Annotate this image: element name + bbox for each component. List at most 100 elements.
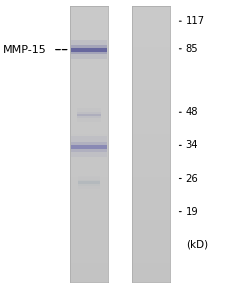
Bar xyxy=(70,141,108,142)
Bar xyxy=(132,173,170,174)
Bar xyxy=(70,47,108,49)
Bar xyxy=(132,29,170,31)
Bar xyxy=(70,245,108,246)
Bar xyxy=(70,270,108,271)
Bar xyxy=(70,217,108,218)
Bar xyxy=(132,75,170,76)
Bar xyxy=(70,185,108,187)
Bar xyxy=(70,208,108,209)
Bar xyxy=(70,24,108,25)
Bar xyxy=(70,227,108,228)
Bar xyxy=(70,9,108,10)
Bar xyxy=(70,52,108,53)
Bar xyxy=(70,248,108,249)
Bar xyxy=(70,172,108,173)
Bar xyxy=(70,159,108,160)
Bar xyxy=(132,25,170,27)
Bar xyxy=(132,129,170,130)
Bar xyxy=(132,279,170,280)
Bar xyxy=(70,142,108,144)
Text: 19: 19 xyxy=(186,207,199,217)
Bar xyxy=(70,253,108,254)
Bar xyxy=(132,46,170,47)
Bar xyxy=(132,136,170,137)
Bar xyxy=(70,128,108,129)
Bar xyxy=(70,256,108,257)
FancyBboxPatch shape xyxy=(71,45,107,54)
Bar xyxy=(132,10,170,11)
Bar xyxy=(132,71,170,72)
Bar xyxy=(132,160,170,162)
Bar xyxy=(132,107,170,108)
Bar xyxy=(70,93,108,94)
Bar xyxy=(70,129,108,130)
Bar xyxy=(132,241,170,242)
Bar xyxy=(70,119,108,121)
Bar xyxy=(132,93,170,94)
Bar xyxy=(132,223,170,224)
Bar xyxy=(132,60,170,61)
Bar xyxy=(132,100,170,101)
Bar xyxy=(70,148,108,149)
Bar xyxy=(70,156,108,158)
Bar xyxy=(70,111,108,112)
Bar xyxy=(132,57,170,58)
Bar xyxy=(132,156,170,158)
Bar xyxy=(70,75,108,76)
Bar xyxy=(70,123,108,125)
Bar xyxy=(70,79,108,80)
Bar xyxy=(132,21,170,22)
Bar xyxy=(70,231,108,232)
Bar xyxy=(70,89,108,90)
Bar xyxy=(132,70,170,71)
Bar xyxy=(70,17,108,18)
FancyBboxPatch shape xyxy=(77,114,102,116)
Bar xyxy=(70,31,108,32)
Bar xyxy=(132,183,170,184)
Bar xyxy=(70,169,108,170)
Bar xyxy=(132,130,170,132)
Bar xyxy=(132,231,170,232)
Bar xyxy=(132,202,170,203)
Bar xyxy=(70,61,108,63)
Bar xyxy=(132,187,170,188)
Bar xyxy=(70,166,108,167)
Bar xyxy=(70,220,108,221)
Bar xyxy=(132,158,170,159)
Bar xyxy=(132,249,170,250)
Bar xyxy=(132,134,170,136)
FancyBboxPatch shape xyxy=(78,179,100,186)
Bar xyxy=(70,199,108,201)
FancyBboxPatch shape xyxy=(78,182,100,184)
Bar xyxy=(70,76,108,78)
Bar xyxy=(70,266,108,267)
Bar xyxy=(70,114,108,115)
Bar xyxy=(132,274,170,275)
Bar xyxy=(132,8,170,9)
Bar xyxy=(132,191,170,192)
Bar xyxy=(132,85,170,86)
Bar xyxy=(132,45,170,46)
Bar xyxy=(132,105,170,107)
Bar xyxy=(70,203,108,205)
Bar xyxy=(70,278,108,279)
Bar xyxy=(70,259,108,260)
Bar xyxy=(70,133,108,134)
Bar xyxy=(70,250,108,252)
Bar xyxy=(132,82,170,83)
Bar xyxy=(132,234,170,235)
Bar xyxy=(132,121,170,122)
Bar xyxy=(132,210,170,211)
Bar xyxy=(132,147,170,148)
Bar xyxy=(70,86,108,87)
Bar xyxy=(132,54,170,56)
Bar xyxy=(70,83,108,85)
Bar xyxy=(70,18,108,20)
Bar xyxy=(132,190,170,191)
Bar xyxy=(132,42,170,43)
Bar xyxy=(70,36,108,38)
Bar xyxy=(70,177,108,178)
Bar xyxy=(70,230,108,231)
Bar xyxy=(132,239,170,241)
Bar xyxy=(70,85,108,86)
